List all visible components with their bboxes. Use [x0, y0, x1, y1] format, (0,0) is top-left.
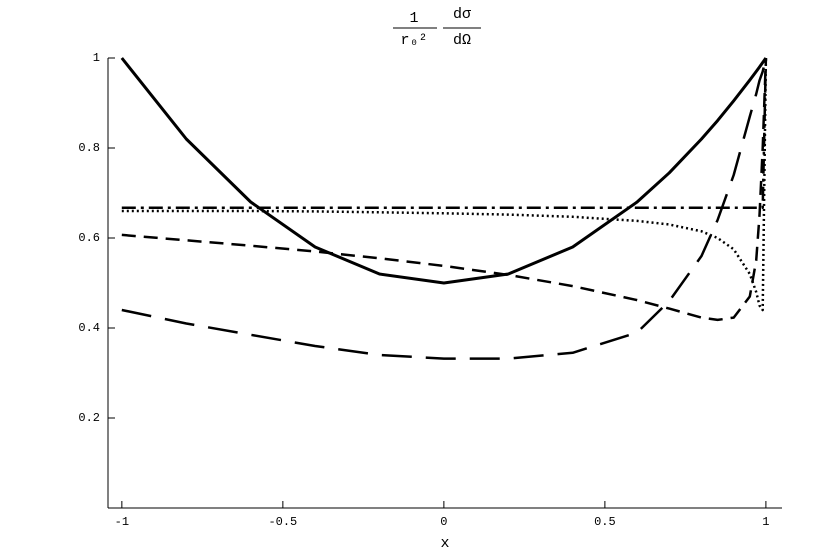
y-label: 1 r₀² dσ dΩ: [393, 6, 481, 49]
curve: [121, 57, 768, 312]
y-label-denominator: dΩ: [453, 32, 471, 49]
x-label: x: [440, 535, 449, 552]
x-tick-label: 1: [762, 515, 769, 529]
y-label-numerator: dσ: [453, 6, 471, 23]
curve: [121, 57, 768, 210]
y-label-numerator: 1: [409, 10, 418, 27]
y-tick-label: 0.2: [78, 411, 100, 425]
curve: [120, 57, 768, 285]
curve: [121, 57, 768, 322]
y-tick-label: 1: [93, 51, 100, 65]
y-label-denominator: r₀²: [400, 32, 427, 49]
x-tick-label: 0: [440, 515, 447, 529]
x-tick-label: -1: [115, 515, 129, 529]
y-tick-label: 0.8: [78, 141, 100, 155]
curve: [121, 57, 768, 360]
y-tick-label: 0.4: [78, 321, 100, 335]
x-tick-label: -0.5: [268, 515, 297, 529]
y-tick-label: 0.6: [78, 231, 100, 245]
x-tick-label: 0.5: [594, 515, 616, 529]
